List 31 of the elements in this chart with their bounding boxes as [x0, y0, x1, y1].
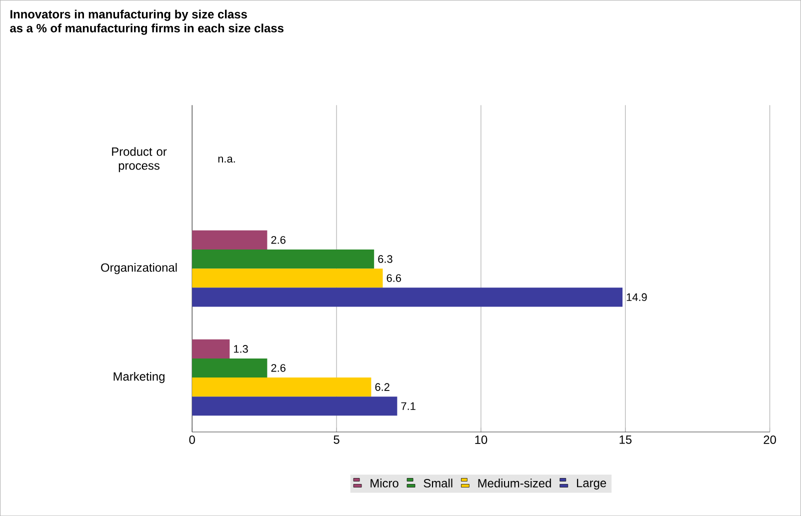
bar — [192, 377, 372, 397]
y-tick-label: Marketing — [114, 372, 164, 384]
x-tick-label: 20 — [764, 435, 776, 444]
y-tick-label: Product or process — [112, 147, 167, 172]
data-label: 2.6 — [271, 364, 286, 372]
bar — [192, 268, 383, 288]
x-tick-label: 5 — [334, 435, 340, 444]
legend-label: Medium-sized — [478, 478, 551, 488]
legend-label: Micro — [370, 478, 398, 488]
data-label: 6.6 — [386, 274, 402, 282]
data-label: 2.6 — [271, 236, 286, 244]
legend-label: Small — [424, 478, 452, 488]
data-label: 6.2 — [375, 383, 390, 391]
bar — [192, 288, 623, 307]
data-label: 7.1 — [401, 402, 416, 410]
annotation: n.a. — [218, 156, 235, 163]
chart-subtitle: as a % of manufacturing firms in each size class — [10, 24, 284, 35]
bar — [192, 249, 374, 268]
x-tick-label: 0 — [189, 435, 195, 444]
x-tick-label: 15 — [620, 435, 632, 444]
chart-title: Innovators in manufacturing by size class — [10, 10, 247, 21]
data-label: 1.3 — [234, 344, 248, 353]
bar — [192, 339, 230, 358]
bar — [192, 358, 268, 378]
y-tick-label: Organizational — [101, 262, 177, 274]
data-label: 6.3 — [378, 255, 392, 263]
bar — [192, 396, 398, 416]
bar — [192, 230, 268, 250]
data-label: 14.9 — [626, 293, 647, 301]
x-tick-label: 10 — [475, 435, 488, 444]
legend-label: Large — [577, 478, 606, 490]
